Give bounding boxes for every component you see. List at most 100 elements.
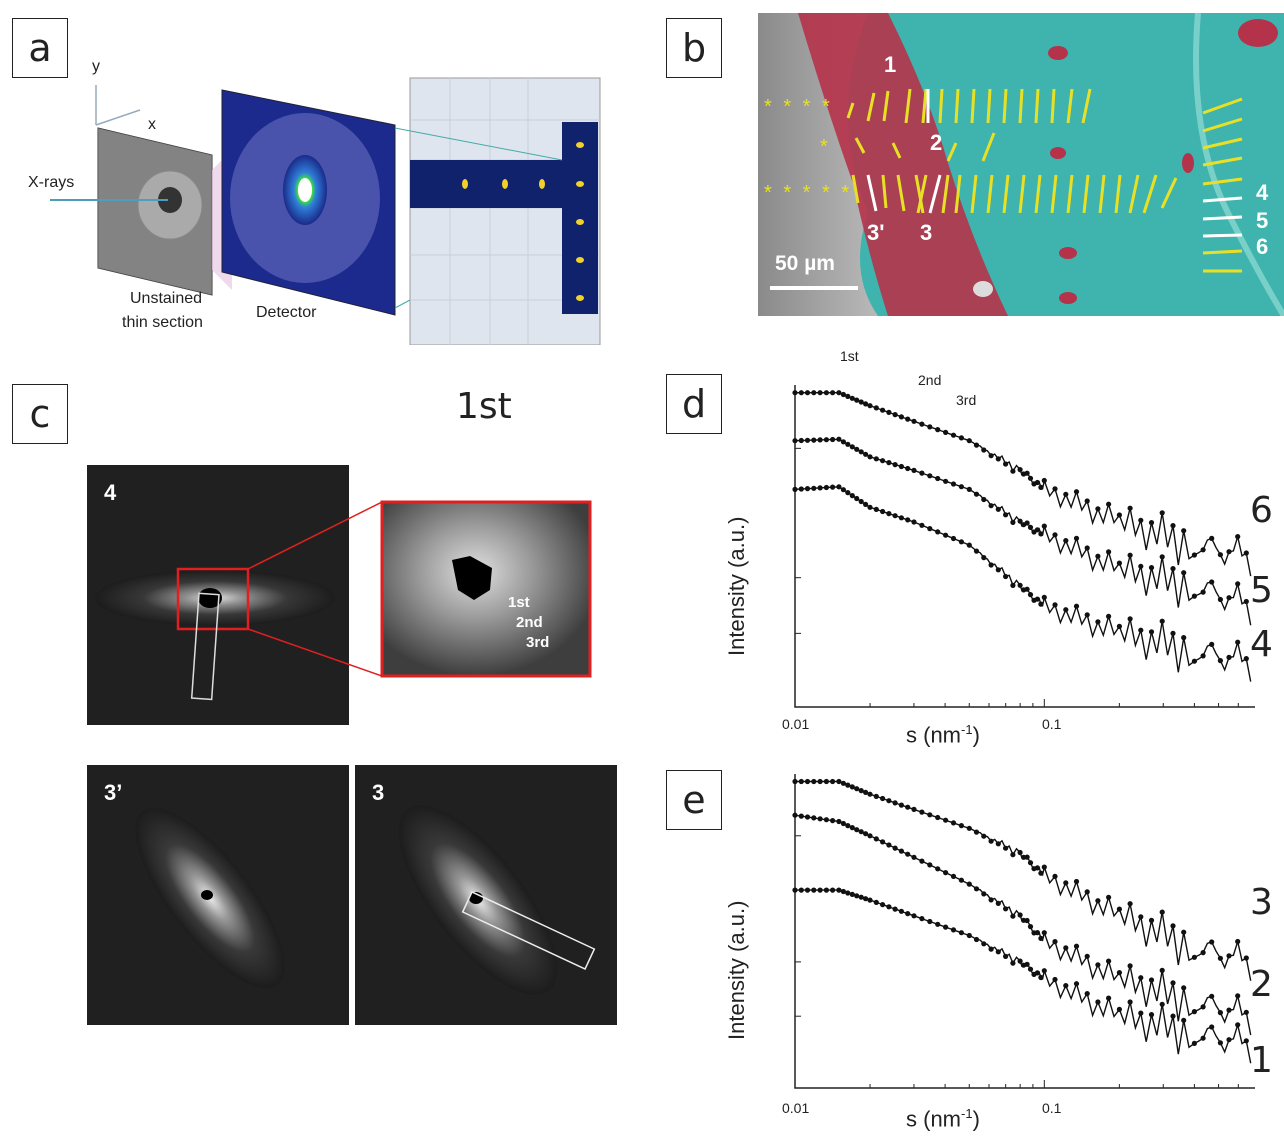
series-point-3 (966, 825, 972, 831)
series-point-6 (1116, 512, 1122, 518)
series-point-1 (886, 904, 892, 910)
series-point-2 (943, 870, 949, 876)
series-point-6 (1138, 517, 1144, 523)
series-point-4 (919, 522, 925, 528)
series-point-3 (958, 823, 964, 829)
series-point-5 (935, 475, 941, 482)
series-point-1 (1052, 976, 1058, 983)
series-point-6 (1017, 467, 1023, 473)
series-point-4 (1003, 573, 1009, 580)
series-point-6 (1041, 477, 1047, 484)
series-point-4 (958, 539, 964, 545)
series-point-3 (1235, 938, 1241, 945)
series-point-2 (840, 820, 846, 827)
series-point-6 (1148, 520, 1155, 526)
series-point-4 (1106, 613, 1112, 619)
panel-d-label: d (666, 374, 722, 434)
series-point-1 (1116, 1006, 1122, 1012)
series-point-4 (830, 484, 836, 490)
d-xlabel-end: ) (972, 722, 980, 748)
series-point-1 (1010, 960, 1016, 966)
series-point-2 (849, 825, 855, 831)
series-point-5 (849, 444, 855, 450)
series-point-4 (1243, 656, 1249, 662)
e-ylabel: Intensity (a.u.) (724, 900, 749, 1040)
series-point-6 (880, 407, 886, 413)
series-point-5 (905, 465, 911, 472)
series-point-6 (1084, 498, 1090, 504)
series-point-4 (1217, 658, 1223, 664)
series-point-2 (911, 854, 917, 860)
series-point-2 (1034, 930, 1040, 936)
series-point-1 (966, 932, 972, 939)
series-point-5 (858, 449, 864, 455)
inset-peak-2nd: 2nd (516, 614, 543, 631)
marker-2: 2 (930, 130, 943, 155)
series-point-3 (1063, 880, 1069, 886)
series-point-2 (958, 877, 964, 883)
series-point-3 (981, 833, 987, 839)
series-point-6 (958, 435, 964, 441)
d-xlabel-base: s (nm (906, 722, 961, 748)
series-point-6 (1191, 552, 1197, 558)
series-point-3 (1217, 955, 1223, 961)
series-point-3 (1181, 929, 1187, 935)
series-point-1 (1200, 1035, 1206, 1041)
series-point-1 (1038, 974, 1044, 981)
x-axis-arrow (95, 109, 141, 126)
series-point-3 (1017, 849, 1023, 856)
e-xlabel-end: ) (972, 1106, 980, 1132)
series-point-2 (1138, 975, 1144, 981)
series-point-6 (1073, 489, 1080, 495)
series-point-6 (1127, 505, 1133, 511)
d-curve-label-6: 6 (1250, 490, 1273, 531)
series-point-2 (830, 818, 836, 824)
series-point-2 (995, 900, 1001, 906)
e-xlabel: s (nm-1) (906, 1106, 980, 1132)
series-point-3 (1034, 865, 1040, 871)
series-point-1 (1027, 966, 1034, 972)
marker-3-prime: 3' (867, 220, 885, 245)
series-point-6 (1106, 501, 1112, 507)
series-point-6 (898, 414, 904, 420)
series-point-4 (886, 511, 892, 517)
series-point-3 (863, 789, 869, 795)
series-point-4 (973, 548, 980, 554)
series-point-4 (1181, 635, 1187, 641)
series-point-3 (854, 786, 860, 792)
series-point-5 (811, 437, 817, 443)
series-point-1 (858, 894, 864, 900)
series-point-6 (1003, 461, 1009, 467)
series-point-3 (1024, 854, 1030, 860)
series-point-5 (886, 460, 892, 466)
chart-e (792, 774, 1255, 1089)
series-point-3 (1106, 894, 1112, 900)
series-point-1 (1181, 1017, 1187, 1023)
series-point-6 (1010, 468, 1016, 474)
series-point-6 (867, 403, 873, 409)
series-point-4 (1170, 630, 1176, 636)
series-point-4 (873, 506, 879, 512)
series-point-2 (1095, 962, 1101, 968)
series-point-3 (995, 841, 1001, 847)
series-point-5 (798, 437, 804, 444)
series-point-4 (823, 484, 829, 491)
series-point-3 (886, 798, 892, 804)
zoom-box (176, 567, 250, 631)
series-point-1 (867, 897, 873, 903)
series-point-1 (995, 949, 1001, 955)
series-point-2 (1010, 913, 1016, 919)
series-point-2 (898, 848, 904, 854)
series-point-4 (1017, 582, 1023, 588)
series-point-6 (1052, 486, 1058, 492)
series-point-6 (935, 427, 941, 433)
series-point-5 (1095, 553, 1101, 559)
series-point-4 (867, 504, 873, 510)
series-point-4 (1024, 586, 1030, 592)
series-point-4 (898, 515, 904, 521)
stars-row1: * * * * (764, 96, 833, 118)
series-point-2 (1148, 977, 1155, 983)
series-point-4 (854, 495, 860, 502)
series-point-3 (836, 778, 842, 785)
panel-b-micrograph (758, 13, 1284, 316)
